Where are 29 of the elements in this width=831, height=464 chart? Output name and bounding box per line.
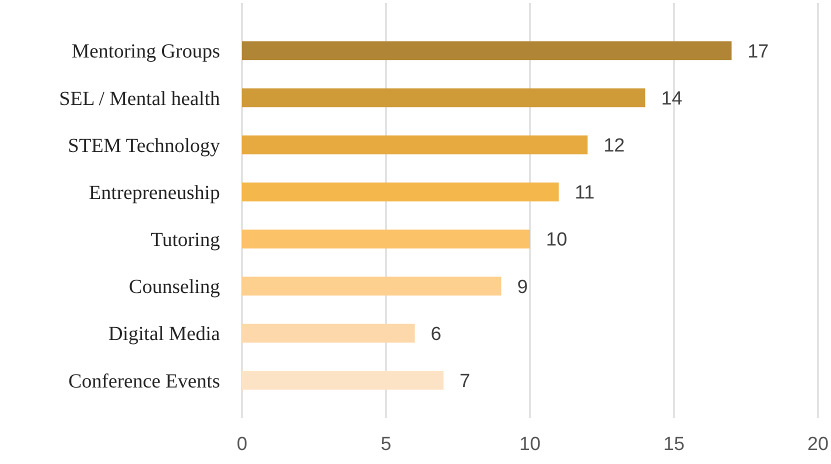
y-tick-label: Counseling [128,276,220,298]
data-label: 17 [748,41,769,62]
data-label: 14 [661,88,683,110]
bar [242,182,559,202]
bar [242,135,588,154]
data-label: 9 [517,276,528,298]
x-tick-label: 0 [236,434,248,455]
y-tick-label: Mentoring Groups [72,40,220,63]
y-tick-label: Tutoring [150,229,220,252]
y-tick-label: Conference Events [68,370,220,392]
x-tick-label: 10 [519,434,541,455]
bar [242,41,732,60]
x-tick-label: 20 [807,434,829,455]
bar [242,88,646,108]
y-tick-label: SEL / Mental health [59,88,220,110]
data-label: 6 [430,324,442,345]
y-tick-label: STEM Technology [68,134,220,157]
x-tick-label: 15 [663,434,685,455]
data-label: 12 [604,136,625,157]
data-label: 11 [574,182,595,204]
bar [242,370,444,390]
bar [242,230,530,248]
bar [242,324,415,343]
y-tick-label: Digital Media [108,323,220,346]
y-tick-label: Entrepreneuship [88,182,220,204]
x-tick-label: 5 [380,434,392,455]
data-label: 10 [546,230,568,251]
bar [242,276,502,296]
data-label: 7 [460,370,470,392]
